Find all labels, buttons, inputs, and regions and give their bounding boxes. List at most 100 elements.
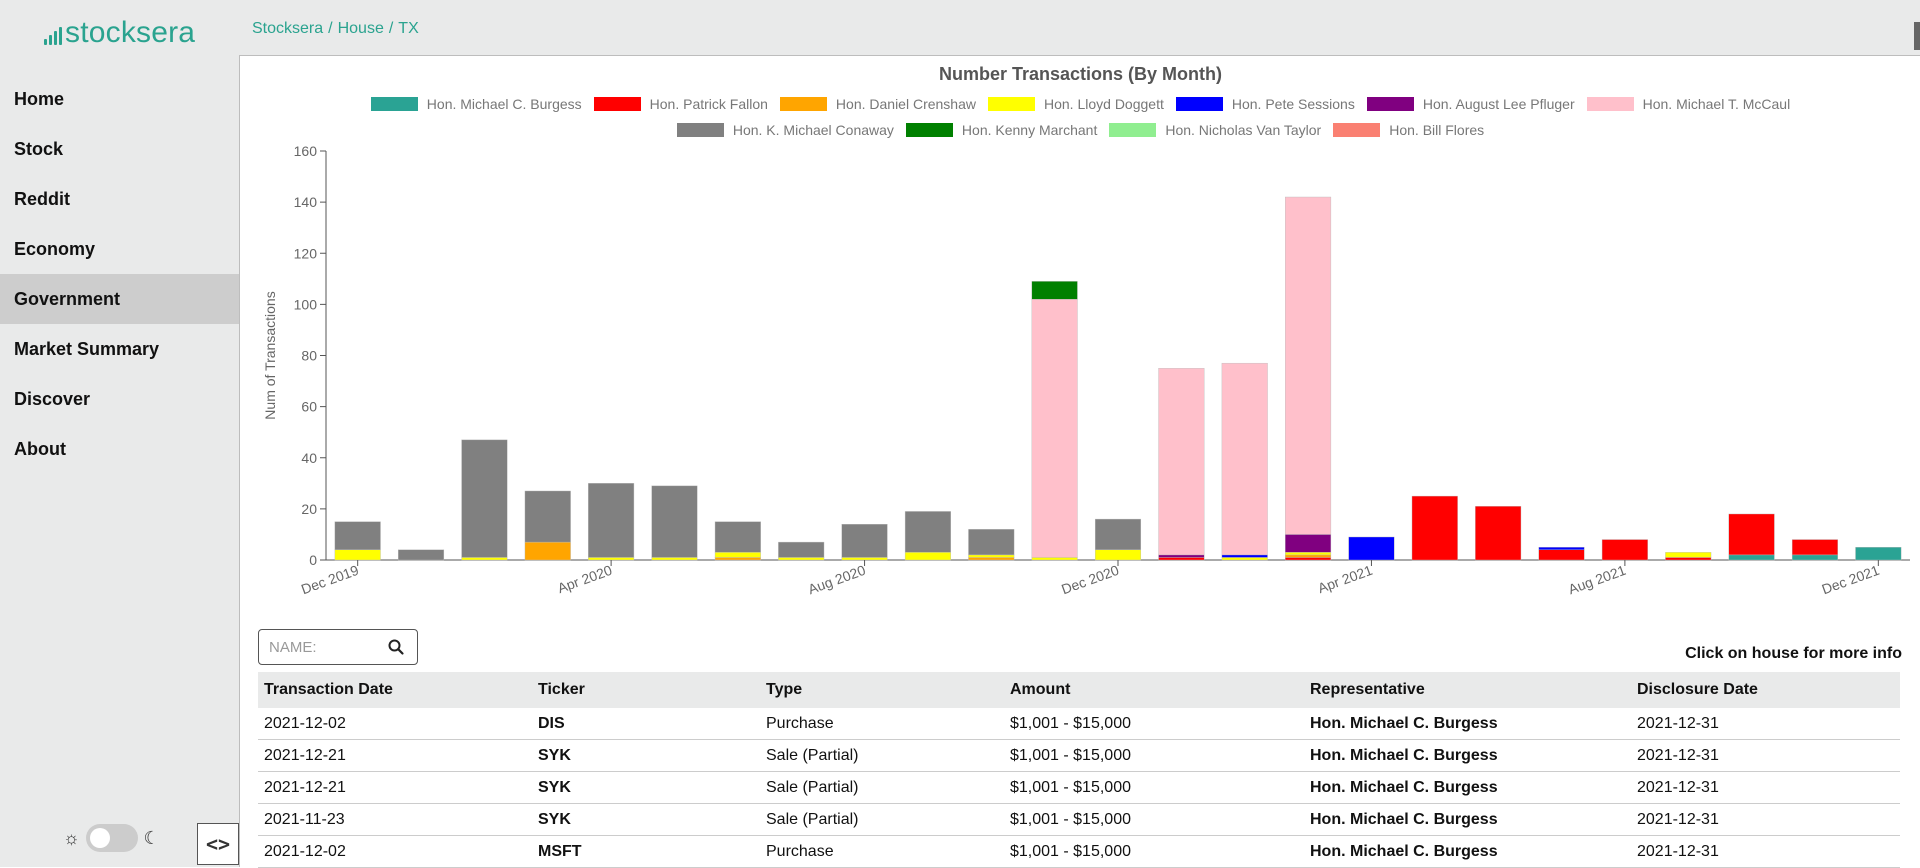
column-header-disclosure-date[interactable]: Disclosure Date xyxy=(1631,672,1900,708)
cell-representative[interactable]: Hon. Michael C. Burgess xyxy=(1304,708,1631,740)
bar-segment xyxy=(841,557,888,561)
legend-swatch xyxy=(779,97,827,111)
bar-segment xyxy=(1158,554,1205,558)
bar-segment xyxy=(1158,557,1205,561)
x-tick-label: Apr 2021 xyxy=(1316,562,1375,597)
y-tick-label: 140 xyxy=(294,194,318,210)
search-icon[interactable] xyxy=(387,638,405,656)
table-row[interactable]: 2021-11-23 SYK Sale (Partial) $1,001 - $15,… xyxy=(258,803,1900,836)
cell-representative[interactable]: Hon. Michael C. Burgess xyxy=(1304,739,1631,772)
legend-item[interactable]: Hon. Patrick Fallon xyxy=(593,96,768,112)
chart-title: Number Transactions (By Month) xyxy=(938,64,1223,84)
y-tick-label: 60 xyxy=(301,399,317,415)
column-header-representative[interactable]: Representative xyxy=(1304,672,1631,708)
legend-label: Hon. Lloyd Doggett xyxy=(1044,96,1164,112)
cell-type: Sale (Partial) xyxy=(760,739,1004,772)
bar-segment xyxy=(1221,362,1268,556)
code-toggle-button[interactable]: <> xyxy=(197,823,239,865)
cell-disclosure-date: 2021-12-31 xyxy=(1631,739,1900,772)
column-header-amount[interactable]: Amount xyxy=(1004,672,1304,708)
moon-icon: ☾ xyxy=(143,827,160,848)
legend-item[interactable]: Hon. Michael C. Burgess xyxy=(370,96,582,112)
cell-disclosure-date: 2021-12-31 xyxy=(1631,835,1900,868)
cell-ticker: SYK xyxy=(532,803,760,836)
table-row[interactable]: 2021-12-02 DIS Purchase $1,001 - $15,000 Hon… xyxy=(258,708,1900,740)
logo-text: stocksera xyxy=(65,16,196,49)
sidebar-item-government[interactable]: Government xyxy=(0,274,239,324)
bar-segment xyxy=(1094,549,1142,561)
cell-amount: $1,001 - $15,000 xyxy=(1004,803,1304,836)
bar-segment xyxy=(1285,557,1332,561)
sidebar-item-reddit[interactable]: Reddit xyxy=(14,189,70,209)
column-header-transaction-date[interactable]: Transaction Date xyxy=(258,672,532,708)
legend-item[interactable]: Hon. August Lee Pfluger xyxy=(1366,96,1575,112)
transactions-table: Transaction Date Ticker Type Amount Repr… xyxy=(258,672,1900,868)
legend-item[interactable]: Hon. Nicholas Van Taylor xyxy=(1109,122,1321,138)
y-tick-label: 80 xyxy=(301,348,317,364)
dark-mode-toggle[interactable] xyxy=(85,824,138,852)
theme-switcher: ☼ ☾ xyxy=(63,824,160,852)
bar-segment xyxy=(1728,513,1775,556)
sidebar-item-home[interactable]: Home xyxy=(14,89,65,109)
bar-segment xyxy=(841,524,888,558)
sidebar-item-about[interactable]: About xyxy=(14,439,66,459)
y-tick-label: 160 xyxy=(294,143,318,159)
breadcrumb-house[interactable]: House xyxy=(337,20,384,37)
bar-segment xyxy=(1285,554,1332,558)
logo[interactable]: stocksera xyxy=(44,16,195,50)
chart-legend-row: Hon. K. Michael Conaway Hon. Kenny Marcha… xyxy=(240,122,1920,138)
cell-representative[interactable]: Hon. Michael C. Burgess xyxy=(1304,771,1631,804)
legend-item[interactable]: Hon. Bill Flores xyxy=(1333,122,1484,138)
x-tick-label: Aug 2020 xyxy=(806,562,868,598)
sun-icon: ☼ xyxy=(63,827,80,848)
cell-representative[interactable]: Hon. Michael C. Burgess xyxy=(1304,835,1631,868)
table-row[interactable]: 2021-12-21 SYK Sale (Partial) $1,001 - $15,… xyxy=(258,771,1900,804)
breadcrumb-tx[interactable]: TX xyxy=(398,20,419,37)
y-tick-label: 0 xyxy=(309,552,317,568)
cell-ticker: MSFT xyxy=(532,835,760,868)
info-text: Click on house for more info xyxy=(1685,645,1902,662)
table-row[interactable]: 2021-12-02 MSFT Purchase $1,001 - $15,000 Ho… xyxy=(258,835,1900,868)
legend-item[interactable]: Hon. Lloyd Doggett xyxy=(988,96,1164,112)
sidebar-item-discover[interactable]: Discover xyxy=(14,389,91,409)
bar-segment xyxy=(1728,554,1775,561)
y-tick-label: 40 xyxy=(301,450,317,466)
legend-label: Hon. Pete Sessions xyxy=(1231,96,1355,112)
bar-segment xyxy=(1411,495,1458,561)
bar-segment xyxy=(651,557,698,561)
breadcrumb-stocksera[interactable]: Stocksera xyxy=(252,20,324,37)
legend-swatch xyxy=(1366,97,1414,111)
legend-swatch xyxy=(593,97,641,111)
legend-item[interactable]: Hon. Daniel Crenshaw xyxy=(779,96,976,112)
bar-segment xyxy=(1791,539,1838,556)
bar-segment xyxy=(1031,557,1078,561)
legend-item[interactable]: Hon. Pete Sessions xyxy=(1175,96,1355,112)
cell-type: Sale (Partial) xyxy=(760,803,1004,836)
sidebar-item-economy[interactable]: Economy xyxy=(14,239,96,259)
legend-item[interactable]: Hon. K. Michael Conaway xyxy=(676,122,894,138)
sidebar: stocksera Home Stock Reddit Economy Gove… xyxy=(0,0,239,867)
cell-disclosure-date: 2021-12-31 xyxy=(1631,803,1900,836)
main-content: Number Transactions (By Month) Hon. Mich… xyxy=(239,56,1920,868)
bar-segment xyxy=(904,552,951,561)
sidebar-item-stock[interactable]: Stock xyxy=(14,139,64,159)
bar-segment xyxy=(968,557,1015,561)
legend-item[interactable]: Hon. Michael T. McCaul xyxy=(1586,96,1790,112)
name-search-input[interactable] xyxy=(267,637,381,657)
table-row[interactable]: 2021-12-21 SYK Sale (Partial) $1,001 - $15,… xyxy=(258,739,1900,772)
bar-segment xyxy=(1031,281,1078,300)
legend-item[interactable]: Hon. Kenny Marchant xyxy=(905,122,1097,138)
bar-segment xyxy=(1475,506,1522,561)
column-header-ticker[interactable]: Ticker xyxy=(532,672,760,708)
x-tick-label: Dec 2020 xyxy=(1059,562,1121,598)
sidebar-item-market-summary[interactable]: Market Summary xyxy=(14,339,160,359)
x-tick-label: Apr 2020 xyxy=(555,562,614,597)
bar-segment xyxy=(904,511,951,553)
bar-segment xyxy=(714,552,761,558)
scrollbar-thumb[interactable] xyxy=(1914,22,1920,50)
legend-swatch xyxy=(1175,97,1223,111)
bar-segment xyxy=(1285,196,1332,535)
bar-segment xyxy=(1285,552,1332,556)
cell-representative[interactable]: Hon. Michael C. Burgess xyxy=(1304,803,1631,836)
column-header-type[interactable]: Type xyxy=(760,672,1004,708)
